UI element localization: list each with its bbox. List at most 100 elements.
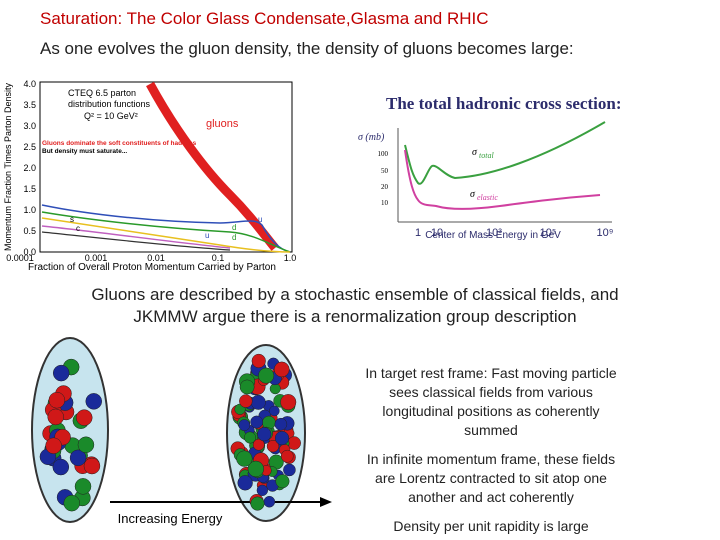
note-line: longitudinal positions as coherently [382,403,599,419]
subtitle: As one evolves the gluon density, the de… [40,39,574,58]
note-line: summed [464,422,518,438]
arrow-label: Increasing Energy [118,511,223,526]
x-tick-label: 10³ [486,227,502,239]
curve [41,231,231,251]
x-label: Fraction of Overall Proton Momentum Carr… [28,262,276,273]
series-label: σ [470,189,476,200]
y-tick-label: 50 [381,167,389,175]
note-line: In infinite momentum frame, these fields [367,451,615,467]
parton [257,427,272,442]
legend-text: CTEQ 6.5 parton [68,88,136,98]
parton [247,460,264,478]
series-label: σ [472,147,478,158]
y-tick-label: 100 [378,150,389,158]
x-tick-label: 10 [431,227,443,239]
curve [41,225,231,249]
parton [239,394,253,408]
parton [69,449,87,467]
legend-text: Q² = 10 GeV² [84,111,138,121]
y-tick-label: 2.0 [23,163,36,173]
gluon-label: gluons [206,118,239,130]
parton [238,419,251,432]
parton [252,438,265,451]
parton [236,450,253,467]
parton [256,484,268,496]
figure-title: The total hadronic cross section: [386,94,621,113]
x-tick-label: 10⁵ [540,227,557,239]
parton [239,379,255,395]
statement: Gluons are described by a stochastic ens… [91,285,618,304]
diagram: Increasing Energy [31,337,332,526]
note-line: another and act coherently [408,489,574,505]
x-tick-label: 0.01 [147,253,165,263]
parton [85,393,103,410]
x-tick-label: 10⁹ [597,227,614,239]
series-label: total [479,151,494,160]
parton [77,436,95,454]
parton [237,475,253,491]
parton [75,409,93,426]
series-label: elastic [477,193,498,202]
y-tick-label: 0.5 [23,226,36,236]
pdf-figure: Momentum Fraction Times Parton Density F… [3,79,296,273]
xsec-figure: The total hadronic cross section: σ (mb)… [358,94,621,241]
curve-label: c [76,224,80,233]
x-label: Center of Mass Energy in GeV [425,230,561,241]
parton [269,405,280,417]
parton [45,437,62,455]
note-line: sees classical fields from various [389,384,593,400]
parton [266,440,280,453]
y-tick-label: 4.0 [23,79,36,89]
parton [250,394,266,410]
curve [41,217,291,253]
y-tick-label: 3.5 [23,100,36,110]
x-tick-label: 0.0001 [6,253,34,263]
y-tick-label: 2.5 [23,142,36,152]
curve-label: s [70,215,74,224]
parton [63,494,80,512]
parton [274,431,290,446]
curve-label: d [232,223,236,232]
parton [258,367,275,384]
parton [273,361,290,378]
gluon-curve [146,81,279,251]
notes: In target rest frame: Fast moving partic… [365,365,617,534]
plot-frame [39,81,293,253]
x-tick-label: 1.0 [284,253,297,263]
parton [280,394,297,411]
elastic-curve [404,149,601,210]
note: Gluons dominate the soft constituents of… [42,140,197,147]
parton [243,431,256,444]
parton [52,458,70,476]
parton [263,495,276,508]
note-line: are Lorentz contracted to sit atop one [375,470,607,486]
y-label: Momentum Fraction Times Parton Density [3,82,13,251]
parton [52,364,70,382]
curve [41,204,291,253]
parton [48,391,66,409]
y-tick-label: 1.5 [23,184,36,194]
parton [74,478,92,495]
title: Saturation: The Color Glass Condensate,G… [40,9,489,28]
curve-label: u [258,215,262,224]
note-line: Density per unit rapidity is large [393,518,589,534]
parton [274,417,288,431]
total-curve [404,121,606,185]
parton [283,463,296,477]
parton [47,408,64,426]
parton [250,496,265,511]
statement: JKMMW argue there is a renormalization g… [133,307,576,326]
y-tick-label: 0.0 [23,247,36,257]
note: But density must saturate... [42,148,127,155]
curve-label: d [232,233,236,242]
parton [251,353,266,369]
y-tick-label: 20 [381,183,389,191]
parton [250,415,264,429]
curve-label: u [205,231,209,240]
x-tick-label: 1 [415,227,421,239]
note-line: In target rest frame: Fast moving partic… [365,365,617,381]
parton [280,449,294,463]
x-tick-label: 0.1 [212,253,225,263]
